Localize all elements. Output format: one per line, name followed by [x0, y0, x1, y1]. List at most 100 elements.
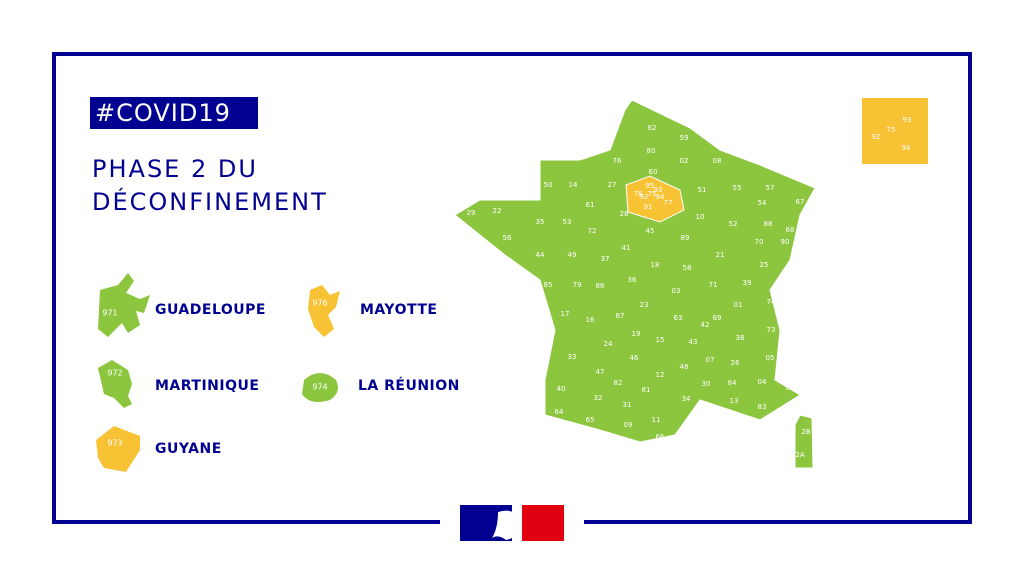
department-code: 53	[563, 218, 572, 226]
department-code: 04	[758, 378, 767, 386]
department-code: 27	[608, 181, 617, 189]
department-code: 45	[646, 227, 655, 235]
department-code: 85	[544, 281, 553, 289]
territory-shape	[302, 373, 338, 402]
department-code: 11	[652, 416, 661, 424]
territory-code: 973	[107, 439, 122, 448]
department-code: 91	[644, 203, 653, 211]
department-code: 15	[656, 336, 665, 344]
department-code: 31	[623, 401, 632, 409]
department-code: 67	[796, 198, 805, 206]
department-code: 93	[654, 186, 663, 194]
department-code: 09	[624, 421, 633, 429]
title-line: PHASE 2 DU	[92, 155, 258, 183]
department-code: 2A	[795, 451, 804, 459]
department-code: 02	[680, 157, 689, 165]
department-code: 65	[586, 416, 595, 424]
department-code: 75	[887, 126, 896, 134]
department-code: 78	[634, 190, 643, 198]
title-line: DÉCONFINEMENT	[92, 187, 328, 216]
department-code: 34	[682, 395, 691, 403]
department-code: 95	[646, 182, 655, 190]
department-code: 57	[766, 184, 775, 192]
department-code: 92	[872, 133, 881, 141]
department-code: 82	[614, 379, 623, 387]
department-code: 92	[640, 193, 649, 201]
department-code: 86	[596, 282, 605, 290]
department-code: 64	[555, 408, 564, 416]
department-code: 75	[648, 190, 657, 198]
department-code: 38	[736, 334, 745, 342]
department-code: 23	[640, 301, 649, 309]
department-code: 43	[689, 338, 698, 346]
department-code: 84	[728, 379, 737, 387]
department-code: 17	[561, 310, 570, 318]
france-map	[454, 99, 816, 443]
department-code: 90	[781, 238, 790, 246]
department-code: 77	[664, 199, 673, 207]
department-code: 40	[557, 385, 566, 393]
department-code: 81	[642, 386, 651, 394]
department-code: 59	[680, 134, 689, 142]
department-code: 79	[573, 281, 582, 289]
ile-de-france	[625, 175, 685, 223]
territory-shape	[98, 360, 132, 408]
department-code: 26	[731, 359, 740, 367]
department-code: 46	[630, 354, 639, 362]
department-code: 08	[713, 157, 722, 165]
department-code: 19	[632, 330, 641, 338]
department-code: 39	[743, 279, 752, 287]
department-code: 80	[647, 147, 656, 155]
department-code: 51	[698, 186, 707, 194]
territory-shape	[96, 426, 140, 472]
department-code: 89	[681, 234, 690, 242]
marianne	[492, 510, 520, 540]
department-code: 58	[683, 264, 692, 272]
department-code: 03	[672, 287, 681, 295]
territory-code: 972	[107, 369, 122, 378]
department-code: 32	[594, 394, 603, 402]
department-code: 55	[733, 184, 742, 192]
territory-code: 976	[312, 299, 327, 308]
department-code: 42	[701, 321, 710, 329]
department-code: 10	[696, 213, 705, 221]
department-code: 07	[706, 356, 715, 364]
department-code: 30	[702, 380, 711, 388]
department-code: 83	[758, 403, 767, 411]
department-code: 63	[674, 314, 683, 322]
department-code: 88	[764, 220, 773, 228]
department-code: 71	[709, 281, 718, 289]
department-code: 24	[604, 340, 613, 348]
frame	[52, 52, 972, 524]
department-code: 47	[596, 368, 605, 376]
department-code: 22	[493, 207, 502, 215]
department-code: 28	[620, 210, 629, 218]
department-code: 61	[586, 201, 595, 209]
territory-code: 971	[102, 309, 117, 318]
territory-shape	[98, 273, 150, 337]
department-code: 06	[786, 384, 795, 392]
department-code: 14	[569, 181, 578, 189]
department-code: 21	[716, 251, 725, 259]
department-code: 73	[767, 326, 776, 334]
department-code: 48	[680, 363, 689, 371]
department-code: 49	[568, 251, 577, 259]
department-code: 01	[734, 301, 743, 309]
department-code: 41	[622, 244, 631, 252]
flag-red	[522, 505, 564, 541]
department-code: 70	[755, 238, 764, 246]
territory-name: GUADELOUPE	[155, 302, 266, 318]
hashtag: #COVID19	[95, 99, 231, 127]
department-code: 94	[656, 193, 665, 201]
paris-inset	[862, 98, 928, 164]
department-code: 66	[656, 433, 665, 441]
department-code: 18	[651, 261, 660, 269]
department-code: 52	[729, 220, 738, 228]
department-code: 72	[588, 227, 597, 235]
department-code: 60	[649, 168, 658, 176]
department-code: 68	[786, 226, 795, 234]
department-code: 50	[544, 181, 553, 189]
department-code: 29	[467, 209, 476, 217]
department-code: 12	[656, 371, 665, 379]
